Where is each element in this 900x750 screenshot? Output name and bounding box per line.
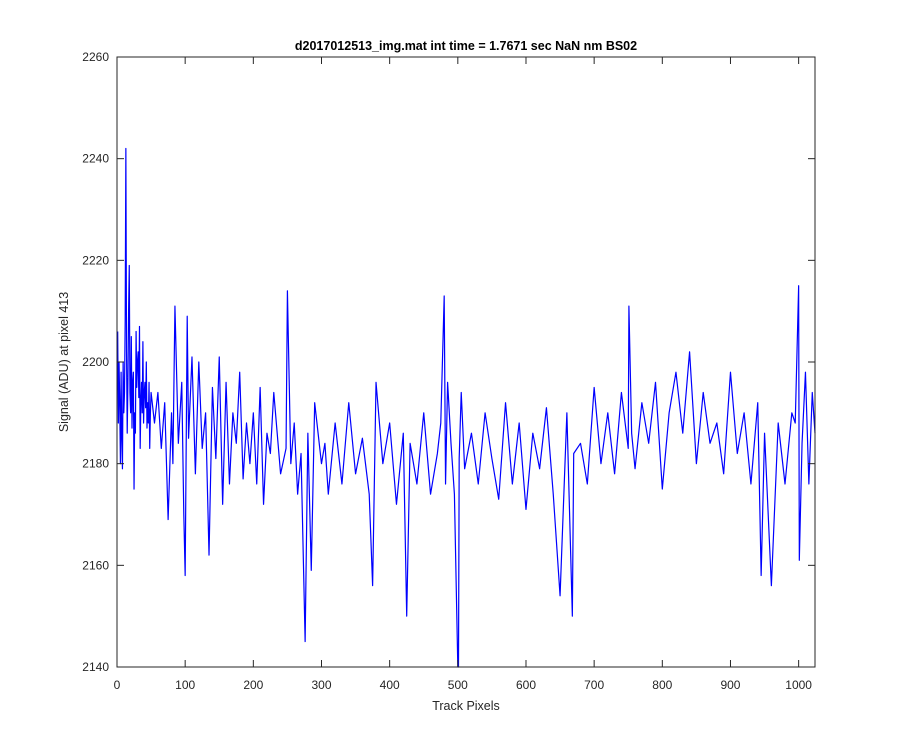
- x-tick-label: 800: [652, 678, 672, 692]
- y-tick-label: 2240: [82, 152, 109, 166]
- x-tick-label: 500: [448, 678, 468, 692]
- x-tick-label: 700: [584, 678, 604, 692]
- x-tick-label: 600: [516, 678, 536, 692]
- series-layer: [117, 147, 816, 668]
- x-axis-label: Track Pixels: [432, 699, 500, 713]
- y-axis-label: Signal (ADU) at pixel 413: [57, 292, 71, 432]
- plot-area: [117, 57, 815, 667]
- chart-title: d2017012513_img.mat int time = 1.7671 se…: [295, 39, 637, 53]
- y-tick-label: 2180: [82, 457, 109, 471]
- x-tick-label: 400: [380, 678, 400, 692]
- series-line-0: [117, 147, 816, 668]
- x-tick-label: 200: [243, 678, 263, 692]
- ticks-layer: 0 100 200 300 400 500 600 700 800 900 1000 2140 2160…: [82, 50, 815, 692]
- x-tick-label: 300: [311, 678, 331, 692]
- y-tick-label: 2140: [82, 660, 109, 674]
- y-tick-label: 2260: [82, 50, 109, 64]
- axes-box: [116, 56, 816, 668]
- x-tick-label: 900: [720, 678, 740, 692]
- y-tick-label: 2200: [82, 355, 109, 369]
- x-tick-label: 1000: [785, 678, 812, 692]
- y-tick-label: 2220: [82, 253, 109, 267]
- y-tick-label: 2160: [82, 558, 109, 572]
- x-tick-label: 100: [175, 678, 195, 692]
- x-tick-label: 0: [114, 678, 121, 692]
